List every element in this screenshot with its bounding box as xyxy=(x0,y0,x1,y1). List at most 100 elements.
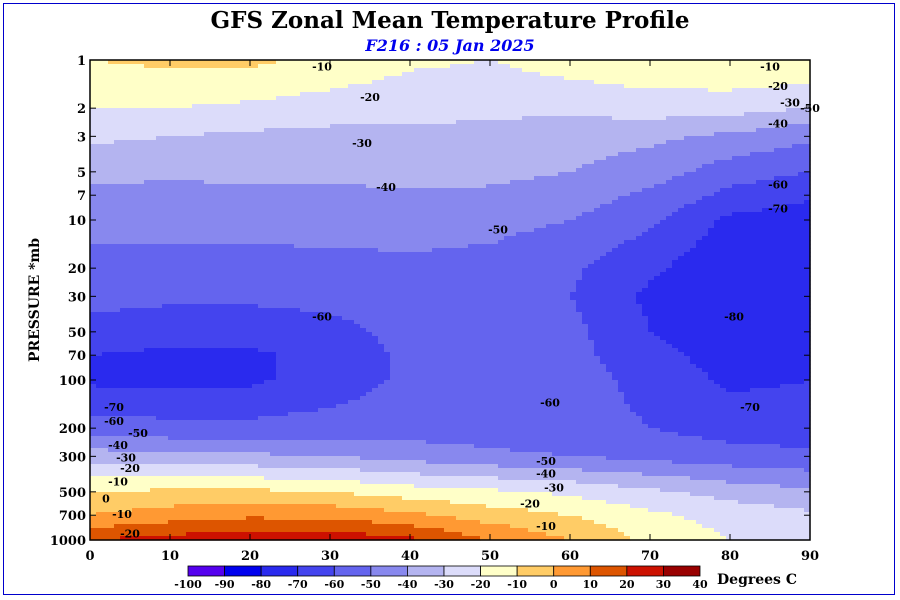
field-cell xyxy=(90,472,421,477)
field-cell xyxy=(90,432,679,437)
field-cell xyxy=(600,360,691,365)
field-cell xyxy=(582,164,703,169)
contour-label: -60 xyxy=(104,415,124,428)
field-cell xyxy=(90,304,163,309)
field-cell xyxy=(90,84,349,89)
contour-label: -30 xyxy=(352,137,372,150)
contour-label: -30 xyxy=(544,482,564,495)
field-cell xyxy=(90,300,577,305)
field-cell xyxy=(708,372,811,377)
field-cell xyxy=(90,292,571,297)
field-cell xyxy=(714,160,811,165)
colorbar-label: -10 xyxy=(507,578,527,591)
field-cell xyxy=(696,200,805,205)
field-cell xyxy=(378,384,619,389)
y-tick-label: 20 xyxy=(68,262,86,277)
field-cell xyxy=(678,208,763,213)
field-cell xyxy=(732,212,811,217)
field-cell xyxy=(798,172,811,177)
field-cell xyxy=(372,520,481,525)
field-cell xyxy=(114,140,667,145)
field-cell xyxy=(90,236,505,241)
field-cell xyxy=(90,280,577,285)
field-cell xyxy=(648,424,811,429)
field-cell xyxy=(588,324,649,329)
field-cell xyxy=(90,100,241,105)
field-cell xyxy=(642,308,811,313)
field-cell xyxy=(684,516,811,521)
colorbar-label: -80 xyxy=(251,578,271,591)
field-cell xyxy=(90,524,115,529)
field-cell xyxy=(264,128,757,133)
field-cell xyxy=(684,204,787,209)
field-cell xyxy=(792,144,811,149)
field-cell xyxy=(606,456,811,461)
field-cell xyxy=(588,264,673,269)
field-cell xyxy=(762,208,811,213)
field-cell xyxy=(90,80,373,85)
field-cell xyxy=(90,180,145,185)
field-cell xyxy=(90,92,301,97)
field-cell xyxy=(276,356,391,361)
field-cell xyxy=(90,144,655,149)
field-cell xyxy=(90,260,595,265)
field-cell xyxy=(576,280,649,285)
field-cell xyxy=(642,288,811,293)
field-cell xyxy=(90,356,277,361)
field-cell xyxy=(576,288,643,293)
field-cell xyxy=(360,468,583,473)
field-cell xyxy=(648,320,811,325)
field-cell xyxy=(426,440,727,445)
field-cell xyxy=(108,448,511,453)
field-cell xyxy=(90,240,499,245)
field-cell xyxy=(666,216,721,221)
x-tick-label: 0 xyxy=(85,549,94,564)
field-cell xyxy=(90,444,475,449)
colorbar-label: 40 xyxy=(692,578,708,591)
field-cell xyxy=(612,200,697,205)
field-cell xyxy=(90,516,247,521)
field-cell xyxy=(636,300,811,305)
field-cell xyxy=(90,396,361,401)
field-cell xyxy=(618,528,715,533)
field-cell xyxy=(258,416,643,421)
field-cell xyxy=(510,448,811,453)
field-cell xyxy=(672,212,733,217)
y-tick-label: 700 xyxy=(59,509,86,524)
field-cell xyxy=(654,332,811,337)
field-cell xyxy=(240,100,811,105)
field-cell xyxy=(144,180,205,185)
field-cell xyxy=(90,380,265,385)
field-cell xyxy=(648,508,805,513)
field-cell xyxy=(90,436,169,441)
field-cell xyxy=(366,184,487,189)
field-cell xyxy=(618,196,703,201)
field-cell xyxy=(90,492,355,497)
field-cell xyxy=(702,236,811,241)
field-cell xyxy=(90,64,145,69)
field-cell xyxy=(90,512,97,517)
field-cell xyxy=(684,136,811,141)
field-cell xyxy=(582,312,643,317)
y-tick-label: 1 xyxy=(77,54,86,69)
field-cell xyxy=(546,224,655,229)
field-cell xyxy=(90,224,547,229)
y-tick-label: 300 xyxy=(59,450,86,465)
field-cell xyxy=(636,296,811,301)
contour-label: -40 xyxy=(376,181,396,194)
field-cell xyxy=(672,460,811,465)
contour-label: -20 xyxy=(768,80,788,93)
field-cell xyxy=(90,320,355,325)
field-cell xyxy=(276,372,391,377)
field-cell xyxy=(90,324,361,329)
field-cell xyxy=(672,260,811,265)
field-cell xyxy=(348,400,625,405)
field-cell xyxy=(354,492,553,497)
field-cell xyxy=(780,84,811,89)
field-cell xyxy=(804,468,811,473)
field-cell xyxy=(90,212,583,217)
field-cell xyxy=(156,416,259,421)
contour-label: -60 xyxy=(540,396,560,409)
field-cell xyxy=(90,108,787,113)
contour-label: -50 xyxy=(488,224,508,237)
